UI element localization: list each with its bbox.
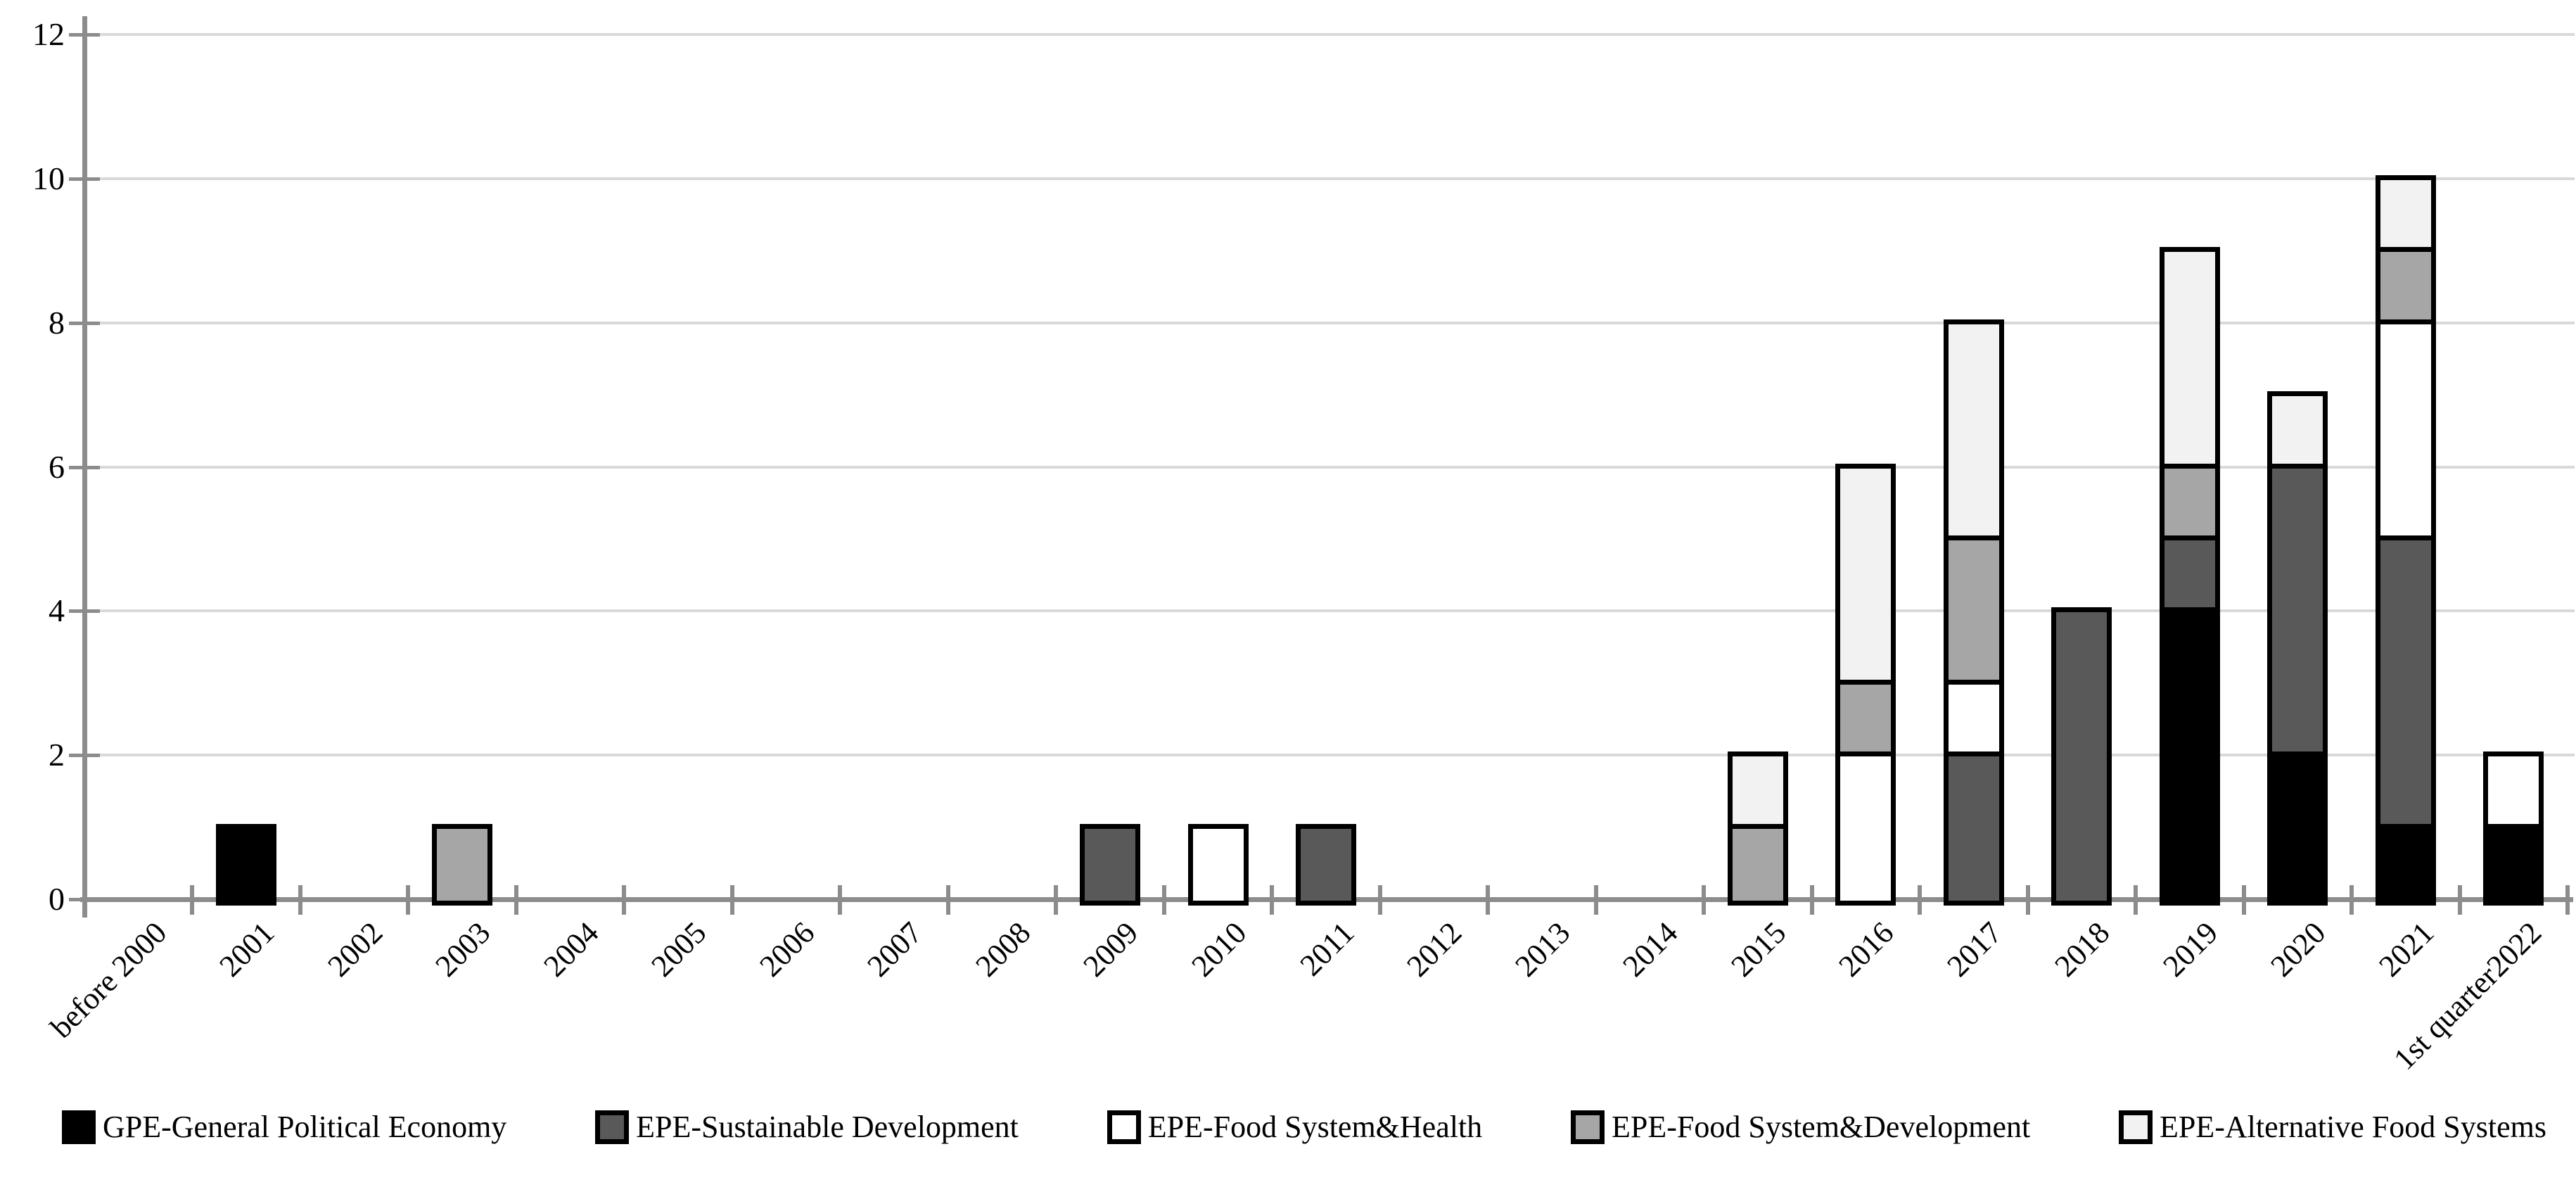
gridline bbox=[84, 321, 2575, 324]
bar-2018 bbox=[2051, 607, 2112, 906]
bar-segment-epe-sustainable-development bbox=[1301, 828, 1351, 901]
x-axis-tick bbox=[1593, 885, 1598, 915]
bar-segment-epe-alternative-food-systems bbox=[1732, 756, 1783, 829]
x-axis-tick bbox=[1809, 885, 1814, 915]
bar-2003 bbox=[432, 823, 493, 906]
legend-swatch-icon bbox=[2119, 1110, 2153, 1144]
bar-segment-gpe-general-political-economy bbox=[2272, 756, 2323, 901]
bar-2020 bbox=[2267, 391, 2328, 906]
x-axis-tick bbox=[729, 885, 734, 915]
legend-swatch-icon bbox=[595, 1110, 630, 1144]
bar-segment-epe-food-system-development bbox=[1732, 828, 1783, 901]
bar-segment-epe-food-system-health bbox=[2380, 324, 2431, 540]
bar-2021 bbox=[2375, 175, 2436, 906]
x-axis-tick bbox=[2457, 885, 2462, 915]
bar-segment-epe-alternative-food-systems bbox=[2272, 396, 2323, 469]
bar-segment-epe-food-system-development bbox=[1840, 684, 1892, 757]
x-axis-tick bbox=[1377, 885, 1382, 915]
gridline bbox=[84, 609, 2575, 613]
bar-segment-epe-food-system-health bbox=[1840, 756, 1892, 901]
x-axis-tick bbox=[1161, 885, 1166, 915]
bar-segment-epe-alternative-food-systems bbox=[1948, 324, 1999, 540]
legend-item-epe-sustainable-development: EPE-Sustainable Development bbox=[595, 1109, 1019, 1145]
x-axis-tick bbox=[1270, 885, 1275, 915]
y-axis-tick-label: 4 bbox=[49, 592, 65, 629]
bar-segment-epe-sustainable-development bbox=[2272, 468, 2323, 757]
y-axis-tick-label: 0 bbox=[49, 881, 65, 917]
y-axis-line bbox=[82, 16, 87, 918]
gridline bbox=[84, 177, 2575, 180]
x-axis-tick bbox=[1054, 885, 1059, 915]
bar-segment-epe-alternative-food-systems bbox=[2380, 179, 2431, 253]
stacked-bar-chart: 0 2 4 6 8 10 12 before 2000 2001 2002 2003 2004 2005… bbox=[32, 16, 2575, 1145]
x-axis-tick bbox=[1702, 885, 1707, 915]
y-axis-tick-label: 12 bbox=[32, 16, 65, 52]
bar-segment-epe-sustainable-development bbox=[2164, 540, 2215, 613]
bar-segment-epe-food-system-development bbox=[437, 828, 488, 901]
bar-segment-epe-alternative-food-systems bbox=[1840, 468, 1892, 685]
x-axis-tick bbox=[298, 885, 302, 915]
bar-segment-epe-food-system-development bbox=[2380, 252, 2431, 324]
bar-segment-epe-alternative-food-systems bbox=[2164, 252, 2215, 469]
x-axis-tick bbox=[622, 885, 627, 915]
bar-segment-gpe-general-political-economy bbox=[2380, 828, 2431, 901]
x-axis-tick bbox=[2134, 885, 2138, 915]
bar-2010 bbox=[1187, 823, 1249, 906]
x-axis-tick bbox=[945, 885, 950, 915]
x-axis-tick bbox=[2241, 885, 2246, 915]
bar-segment-epe-food-system-health bbox=[1948, 684, 1999, 757]
x-axis-tick bbox=[190, 885, 195, 915]
y-axis-tick-label: 8 bbox=[49, 304, 65, 341]
legend-item-gpe-general-political-economy: GPE-General Political Economy bbox=[62, 1109, 506, 1145]
legend-label: GPE-General Political Economy bbox=[103, 1110, 507, 1144]
bar-2016 bbox=[1835, 463, 1896, 906]
bar-segment-gpe-general-political-economy bbox=[2488, 828, 2539, 901]
x-axis-tick bbox=[406, 885, 411, 915]
x-axis-tick bbox=[838, 885, 843, 915]
bar-2011 bbox=[1296, 823, 1356, 906]
legend-swatch-icon bbox=[1571, 1110, 1605, 1144]
x-axis-tick bbox=[1918, 885, 1923, 915]
bar-2019 bbox=[2159, 247, 2220, 906]
x-axis-tick bbox=[2565, 885, 2570, 915]
legend-label: EPE-Sustainable Development bbox=[636, 1110, 1019, 1144]
legend-item-epe-alternative-food-systems: EPE-Alternative Food Systems bbox=[2119, 1109, 2546, 1145]
bar-segment-epe-food-system-development bbox=[2164, 468, 2215, 540]
bar-2015 bbox=[1727, 751, 1788, 906]
chart-legend: GPE-General Political Economy EPE-Sustain… bbox=[62, 1109, 2546, 1145]
legend-swatch-icon bbox=[62, 1110, 96, 1144]
bar-segment-epe-sustainable-development bbox=[1948, 756, 1999, 901]
bar-segment-epe-sustainable-development bbox=[1085, 828, 1136, 901]
y-axis-tick-label: 6 bbox=[49, 448, 65, 485]
x-axis-tick bbox=[514, 885, 518, 915]
gridline bbox=[84, 33, 2575, 36]
x-axis-tick bbox=[2025, 885, 2030, 915]
bar-segment-epe-food-system-development bbox=[1948, 540, 1999, 685]
y-axis-tick-label: 2 bbox=[49, 737, 65, 773]
gridline bbox=[84, 754, 2575, 757]
x-axis-tick bbox=[82, 885, 87, 915]
legend-item-epe-food-system-health: EPE-Food System&Health bbox=[1107, 1109, 1482, 1145]
bar-2017 bbox=[1943, 319, 2004, 906]
legend-label: EPE-Food System&Health bbox=[1147, 1110, 1483, 1144]
y-axis-tick-label: 10 bbox=[32, 160, 65, 196]
legend-label: EPE-Food System&Development bbox=[1612, 1110, 2031, 1144]
legend-label: EPE-Alternative Food Systems bbox=[2160, 1110, 2546, 1144]
bar-segment-gpe-general-political-economy bbox=[2164, 612, 2215, 901]
bar-2001 bbox=[216, 823, 277, 906]
gridline bbox=[84, 465, 2575, 469]
bar-2009 bbox=[1080, 823, 1141, 906]
bar-segment-epe-food-system-health bbox=[2488, 756, 2539, 829]
x-axis-tick bbox=[2349, 885, 2354, 915]
bar-1st-quarter2022 bbox=[2483, 751, 2544, 906]
legend-swatch-icon bbox=[1107, 1110, 1141, 1144]
bar-segment-epe-food-system-health bbox=[1192, 828, 1244, 901]
bar-segment-gpe-general-political-economy bbox=[221, 828, 272, 901]
x-axis-tick bbox=[1486, 885, 1491, 915]
legend-item-epe-food-system-development: EPE-Food System&Development bbox=[1571, 1109, 2030, 1145]
bar-segment-epe-sustainable-development bbox=[2056, 612, 2108, 901]
bar-segment-epe-sustainable-development bbox=[2380, 540, 2431, 829]
